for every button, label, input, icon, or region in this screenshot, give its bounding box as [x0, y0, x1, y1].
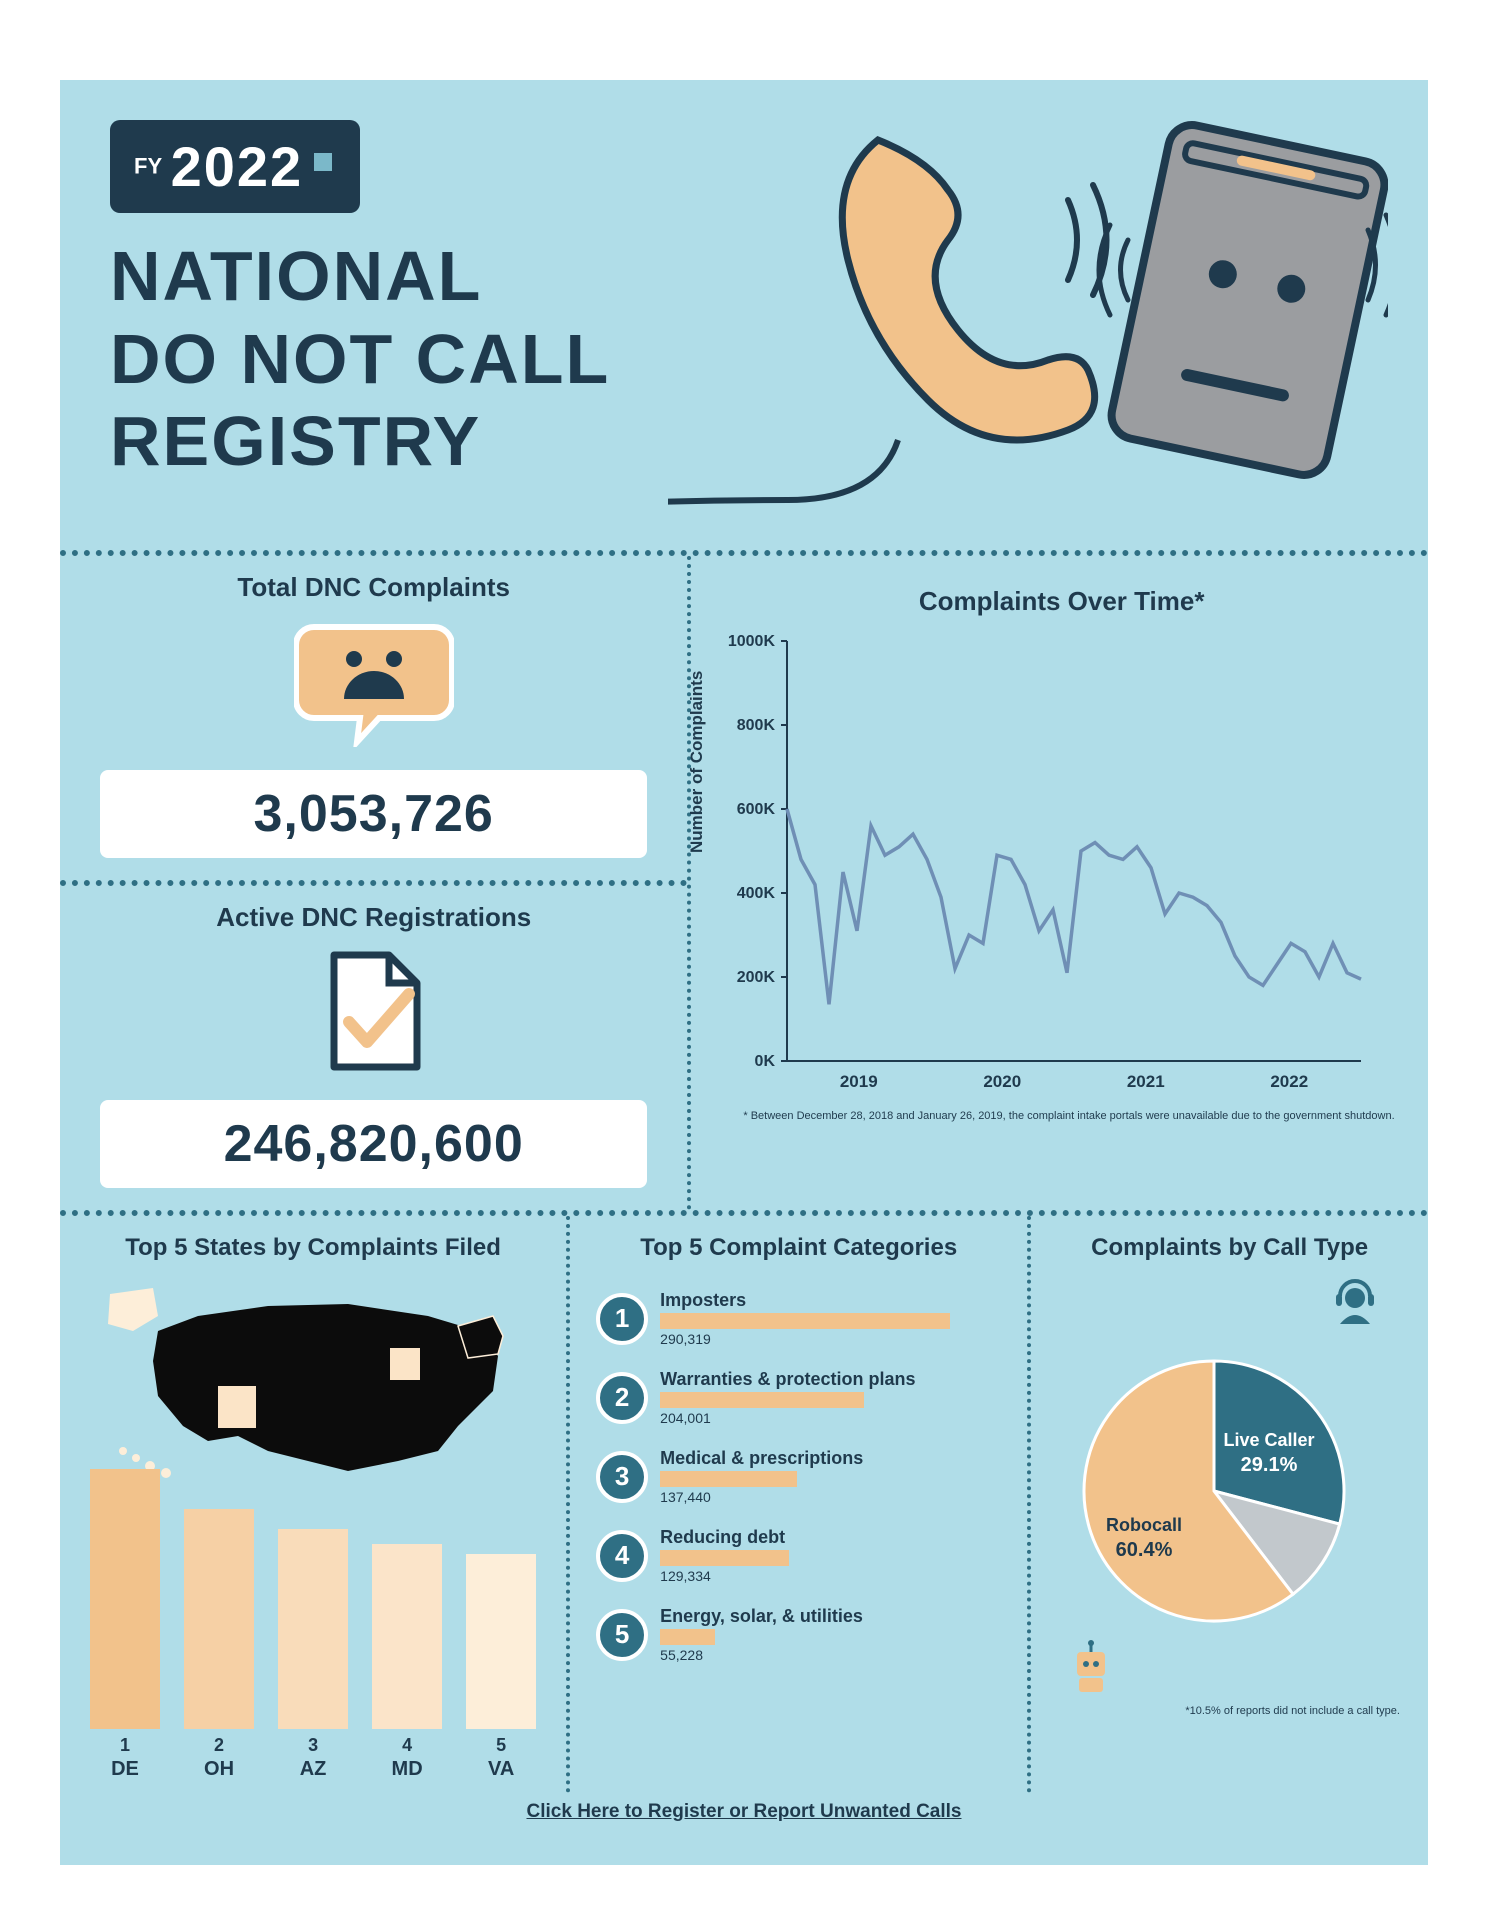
svg-text:800K: 800K [737, 717, 776, 734]
category-label: Energy, solar, & utilities [660, 1606, 863, 1627]
rank-badge: 2 [596, 1372, 648, 1424]
svg-text:2022: 2022 [1271, 1072, 1309, 1091]
svg-text:400K: 400K [737, 885, 776, 902]
register-link[interactable]: Click Here to Register or Report Unwante… [60, 1793, 1428, 1835]
svg-text:200K: 200K [737, 969, 776, 986]
svg-text:1000K: 1000K [728, 633, 776, 650]
category-item: 5 Energy, solar, & utilities 55,228 [596, 1606, 1009, 1663]
category-item: 4 Reducing debt 129,334 [596, 1527, 1009, 1584]
category-bar [660, 1629, 715, 1645]
state-bar: 1DE [90, 1469, 160, 1781]
category-bar [660, 1313, 950, 1329]
state-bar: 4MD [372, 1544, 442, 1781]
rank-badge: 3 [596, 1451, 648, 1503]
category-bar [660, 1471, 797, 1487]
chart-footnote: * Between December 28, 2018 and January … [715, 1106, 1408, 1130]
category-label: Reducing debt [660, 1527, 789, 1548]
states-title: Top 5 States by Complaints Filed [78, 1228, 548, 1276]
category-bar [660, 1392, 864, 1408]
header-illustration [668, 100, 1388, 530]
categories-title: Top 5 Complaint Categories [588, 1228, 1009, 1276]
category-count: 204,001 [660, 1410, 915, 1426]
headset-icon [1049, 1276, 1410, 1331]
complaints-title: Total DNC Complaints [60, 556, 687, 617]
us-map-icon [78, 1276, 548, 1491]
state-bar: 3AZ [278, 1529, 348, 1781]
category-label: Imposters [660, 1290, 950, 1311]
svg-text:2019: 2019 [840, 1072, 878, 1091]
state-bar-chart: 1DE 2OH 3AZ 4MD 5VA [78, 1501, 548, 1781]
category-bar [660, 1550, 789, 1566]
svg-text:0K: 0K [755, 1053, 776, 1070]
state-bar: 2OH [184, 1509, 254, 1781]
line-chart: 0K 200K 400K 600K 800K 1000K 2019 2020 2021 2022 [715, 631, 1375, 1101]
state-bar: 5VA [466, 1554, 536, 1781]
svg-text:60.4%: 60.4% [1116, 1539, 1173, 1561]
pie-footnote: *10.5% of reports did not include a call… [1049, 1699, 1410, 1717]
rank-badge: 5 [596, 1609, 648, 1661]
sad-face-icon [60, 617, 687, 752]
svg-text:29.1%: 29.1% [1241, 1454, 1298, 1476]
registrations-title: Active DNC Registrations [60, 886, 687, 947]
category-count: 55,228 [660, 1647, 863, 1663]
registrations-value: 246,820,600 [100, 1100, 647, 1188]
category-label: Medical & prescriptions [660, 1448, 863, 1469]
fy-year: 2022 [171, 135, 304, 198]
category-count: 290,319 [660, 1331, 950, 1347]
svg-text:2020: 2020 [984, 1072, 1022, 1091]
document-check-icon [60, 947, 687, 1082]
complaints-value: 3,053,726 [100, 770, 647, 858]
badge-square [314, 153, 332, 171]
robot-icon [1049, 1640, 1410, 1699]
svg-text:Live Caller: Live Caller [1224, 1430, 1315, 1450]
timechart-title: Complaints Over Time* [715, 570, 1408, 631]
category-list: 1 Imposters 290,319 2 Warranties & prote… [588, 1290, 1009, 1663]
fy-badge: FY 2022 [110, 120, 360, 213]
category-label: Warranties & protection plans [660, 1369, 915, 1390]
fy-prefix: FY [134, 154, 162, 179]
rank-badge: 1 [596, 1293, 648, 1345]
svg-text:2021: 2021 [1127, 1072, 1165, 1091]
rank-badge: 4 [596, 1530, 648, 1582]
y-axis-label: Number of Complaints [687, 671, 707, 853]
category-count: 129,334 [660, 1568, 789, 1584]
pie-title: Complaints by Call Type [1049, 1228, 1410, 1276]
category-count: 137,440 [660, 1489, 863, 1505]
svg-text:Robocall: Robocall [1106, 1515, 1182, 1535]
header: FY 2022 NATIONAL DO NOT CALL REGISTRY [60, 80, 1428, 550]
pie-chart: Live Caller 29.1% Robocall 60.4% [1049, 1331, 1389, 1641]
svg-text:600K: 600K [737, 801, 776, 818]
category-item: 1 Imposters 290,319 [596, 1290, 1009, 1347]
category-item: 2 Warranties & protection plans 204,001 [596, 1369, 1009, 1426]
category-item: 3 Medical & prescriptions 137,440 [596, 1448, 1009, 1505]
